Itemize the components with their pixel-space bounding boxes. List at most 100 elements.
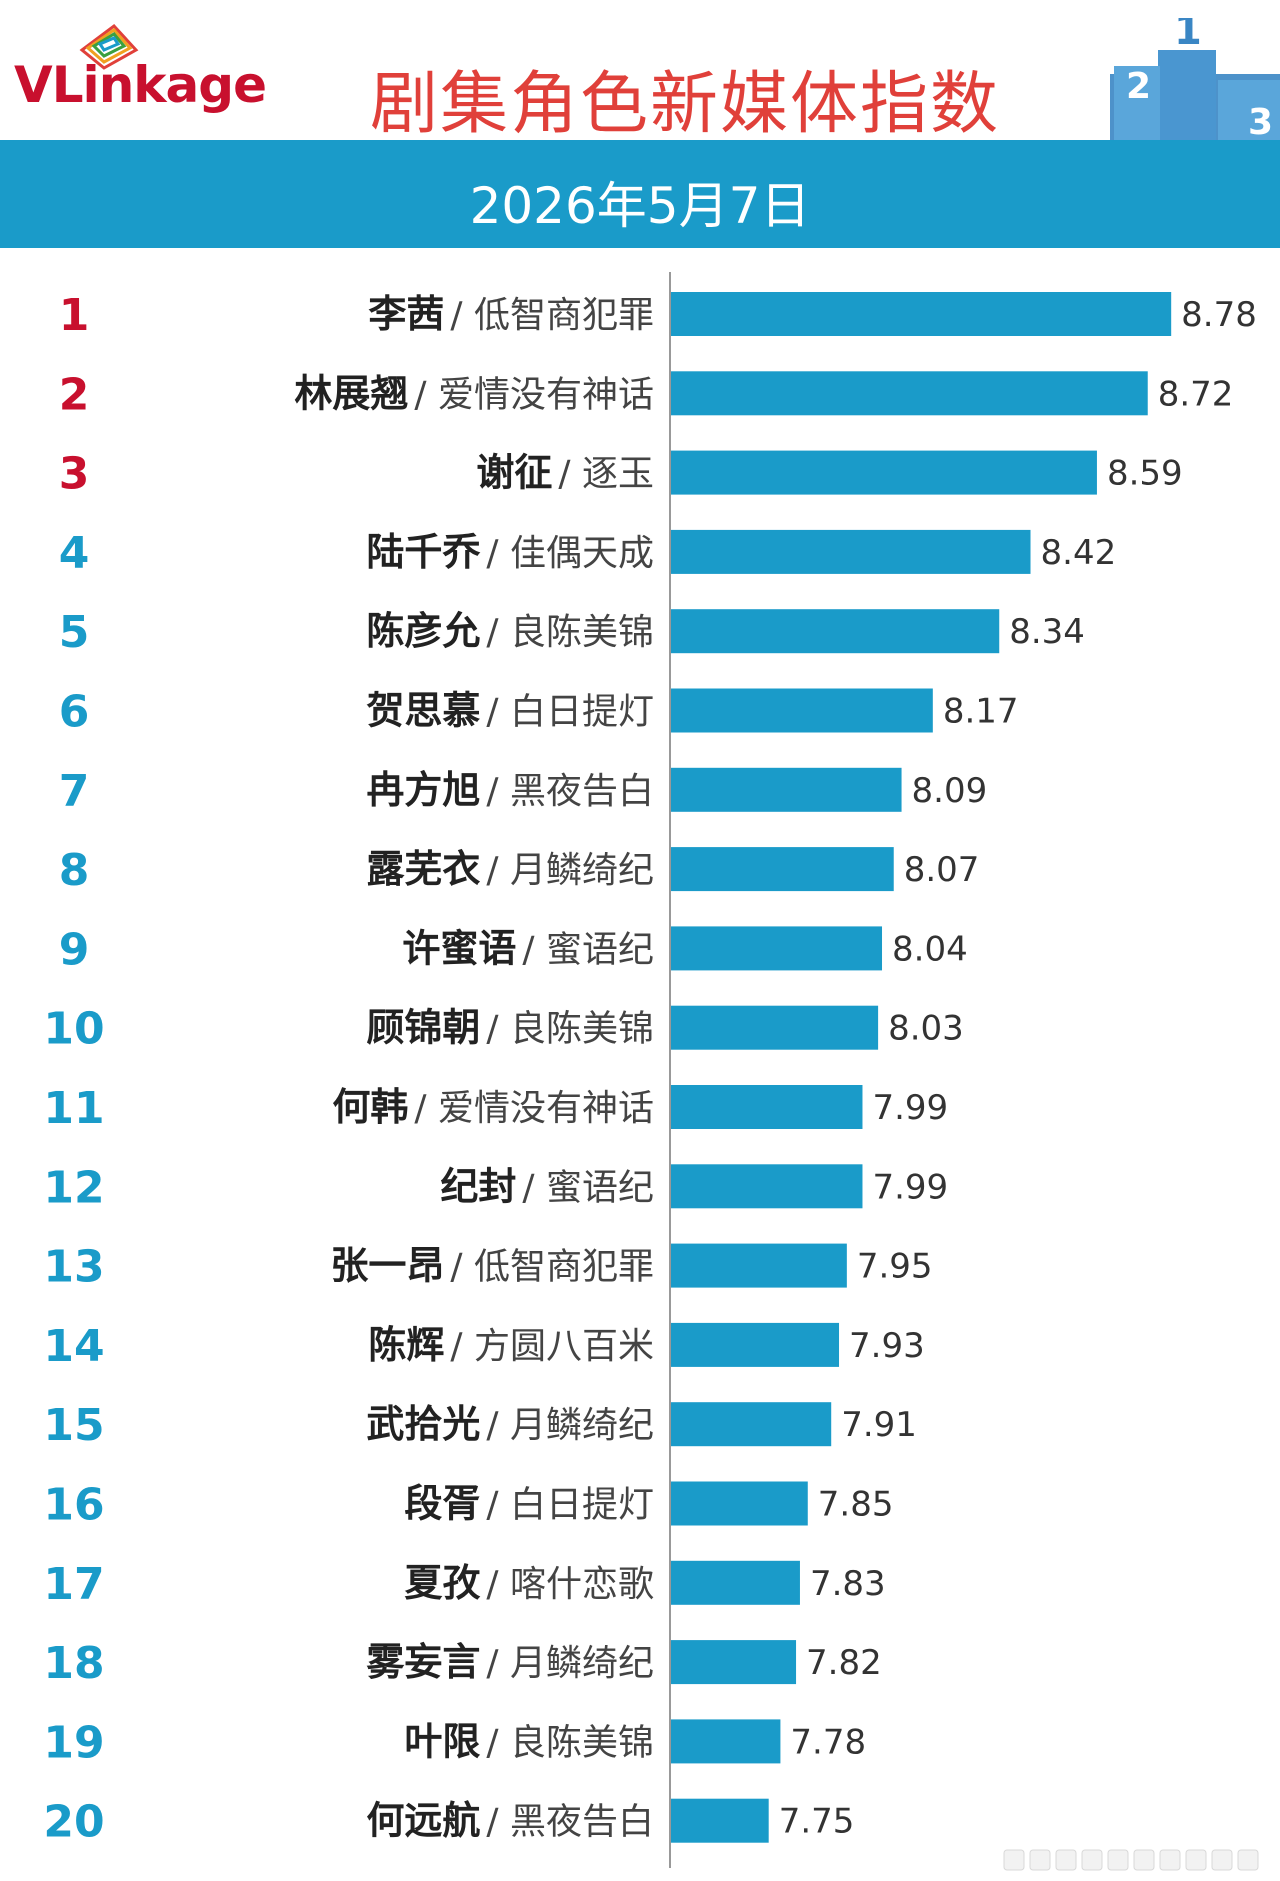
row-label: 武拾光 / 月鳞绮纪 — [366, 1402, 654, 1446]
decorative-square — [1029, 1849, 1051, 1871]
value-bar — [671, 1402, 832, 1447]
value-bar — [671, 767, 902, 812]
drama-name: 白日提灯 — [510, 692, 654, 733]
header: VLinkage 剧集角色新媒体指数 2 1 3 — [0, 0, 1280, 144]
value-bar — [671, 1005, 879, 1050]
character-name: 叶限 — [404, 1719, 480, 1763]
character-name: 顾锦朝 — [366, 1006, 480, 1050]
character-name: 陈彦允 — [366, 609, 480, 653]
drama-name: 喀什恋歌 — [510, 1564, 654, 1605]
value-label: 8.42 — [1041, 533, 1117, 573]
row-label: 贺思慕 / 白日提灯 — [366, 689, 654, 733]
character-name: 谢征 — [476, 451, 552, 495]
row-label: 陈彦允 / 良陈美锦 — [366, 609, 654, 653]
chart-row: 3 谢征 / 逐玉 8.59 — [59, 449, 1183, 500]
chart-row: 17 夏孜 / 喀什恋歌 7.83 — [43, 1559, 885, 1610]
value-bar — [671, 371, 1148, 416]
row-label: 陈辉 / 方圆八百米 — [368, 1323, 654, 1367]
value-bar — [671, 609, 1000, 654]
character-name: 李茜 — [368, 292, 444, 336]
decorative-square — [1159, 1849, 1181, 1871]
chart-row: 7 冉方旭 / 黑夜告白 8.09 — [59, 766, 988, 817]
label-separator: / — [414, 374, 438, 415]
chart-row: 8 露芜衣 / 月鳞绮纪 8.07 — [59, 845, 980, 896]
character-name: 夏孜 — [404, 1561, 480, 1605]
bottom-decoration — [1003, 1849, 1259, 1871]
drama-name: 月鳞绮纪 — [510, 850, 654, 891]
value-label: 8.04 — [892, 929, 968, 969]
chart-row: 5 陈彦允 / 良陈美锦 8.34 — [59, 607, 1085, 658]
value-bar — [671, 1719, 781, 1764]
cards-icon — [79, 23, 139, 70]
character-name: 贺思慕 — [366, 689, 480, 733]
label-separator: / — [522, 929, 546, 970]
label-separator: / — [486, 1643, 510, 1684]
value-label: 8.17 — [943, 692, 1019, 732]
rank-label: 19 — [43, 1717, 104, 1768]
drama-name: 月鳞绮纪 — [510, 1643, 654, 1684]
drama-name: 爱情没有神话 — [438, 374, 654, 415]
character-name: 陈辉 — [368, 1323, 444, 1367]
drama-name: 良陈美锦 — [510, 1722, 654, 1763]
label-separator: / — [486, 1485, 510, 1526]
rank-label: 10 — [43, 1004, 104, 1055]
label-separator: / — [486, 1405, 510, 1446]
chart-row: 16 段胥 / 白日提灯 7.85 — [43, 1480, 893, 1531]
rank-label: 6 — [59, 687, 90, 738]
value-label: 8.59 — [1107, 454, 1183, 494]
label-separator: / — [450, 1247, 474, 1288]
drama-name: 佳偶天成 — [510, 533, 654, 574]
character-name: 武拾光 — [366, 1402, 480, 1446]
label-separator: / — [486, 692, 510, 733]
value-bar — [671, 1322, 840, 1367]
rank-label: 5 — [59, 607, 90, 658]
rank-label: 11 — [43, 1083, 104, 1134]
row-label: 露芜衣 / 月鳞绮纪 — [366, 847, 654, 891]
value-label: 8.34 — [1009, 612, 1085, 652]
rank-label: 18 — [43, 1638, 104, 1689]
rank-label: 12 — [43, 1162, 104, 1213]
character-name: 雾妄言 — [366, 1640, 480, 1684]
character-name: 何远航 — [366, 1799, 480, 1843]
chart-row: 15 武拾光 / 月鳞绮纪 7.91 — [43, 1400, 917, 1451]
row-label: 何远航 / 黑夜告白 — [366, 1799, 654, 1843]
character-name: 许蜜语 — [402, 926, 516, 970]
value-bar — [671, 926, 883, 971]
label-separator: / — [414, 1088, 438, 1129]
podium-label-1: 1 — [1174, 18, 1202, 54]
drama-name: 逐玉 — [582, 454, 654, 495]
value-label: 8.07 — [904, 850, 980, 890]
rank-label: 16 — [43, 1480, 104, 1531]
label-separator: / — [486, 612, 510, 653]
date-bar: 2026年5月7日 — [0, 140, 1280, 248]
decorative-square — [1237, 1849, 1259, 1871]
value-bar — [671, 1243, 847, 1288]
label-separator: / — [486, 533, 510, 574]
chart-row: 6 贺思慕 / 白日提灯 8.17 — [59, 687, 1019, 738]
drama-name: 蜜语纪 — [546, 1167, 654, 1208]
value-bar — [671, 450, 1097, 495]
character-name: 陆千乔 — [366, 530, 480, 574]
row-label: 谢征 / 逐玉 — [476, 451, 654, 495]
value-label: 7.85 — [818, 1485, 894, 1525]
decorative-square — [1107, 1849, 1129, 1871]
row-label: 夏孜 / 喀什恋歌 — [404, 1561, 654, 1605]
rank-label: 13 — [43, 1242, 104, 1293]
value-bar — [671, 1481, 808, 1526]
character-name: 露芜衣 — [366, 847, 480, 891]
row-label: 纪封 / 蜜语纪 — [440, 1164, 654, 1208]
logo-wordmark: VLinkage — [14, 56, 267, 114]
podium-icon: 2 1 3 — [1110, 18, 1280, 140]
value-bar — [671, 292, 1172, 336]
value-label: 7.75 — [779, 1802, 855, 1842]
rank-label: 14 — [43, 1321, 104, 1372]
vlinkage-logo: VLinkage — [14, 20, 284, 120]
value-label: 7.91 — [841, 1405, 917, 1445]
label-separator: / — [486, 1722, 510, 1763]
rank-label: 15 — [43, 1400, 104, 1451]
value-label: 7.99 — [872, 1088, 948, 1128]
row-label: 段胥 / 白日提灯 — [404, 1482, 654, 1526]
value-label: 8.78 — [1181, 295, 1257, 335]
decorative-square — [1081, 1849, 1103, 1871]
ranking-bar-chart: 1 李茜 / 低智商犯罪 8.782 林展翘 / 爱情没有神话 8.723 谢征 / 逐玉 8.5… — [43, 272, 1257, 1868]
